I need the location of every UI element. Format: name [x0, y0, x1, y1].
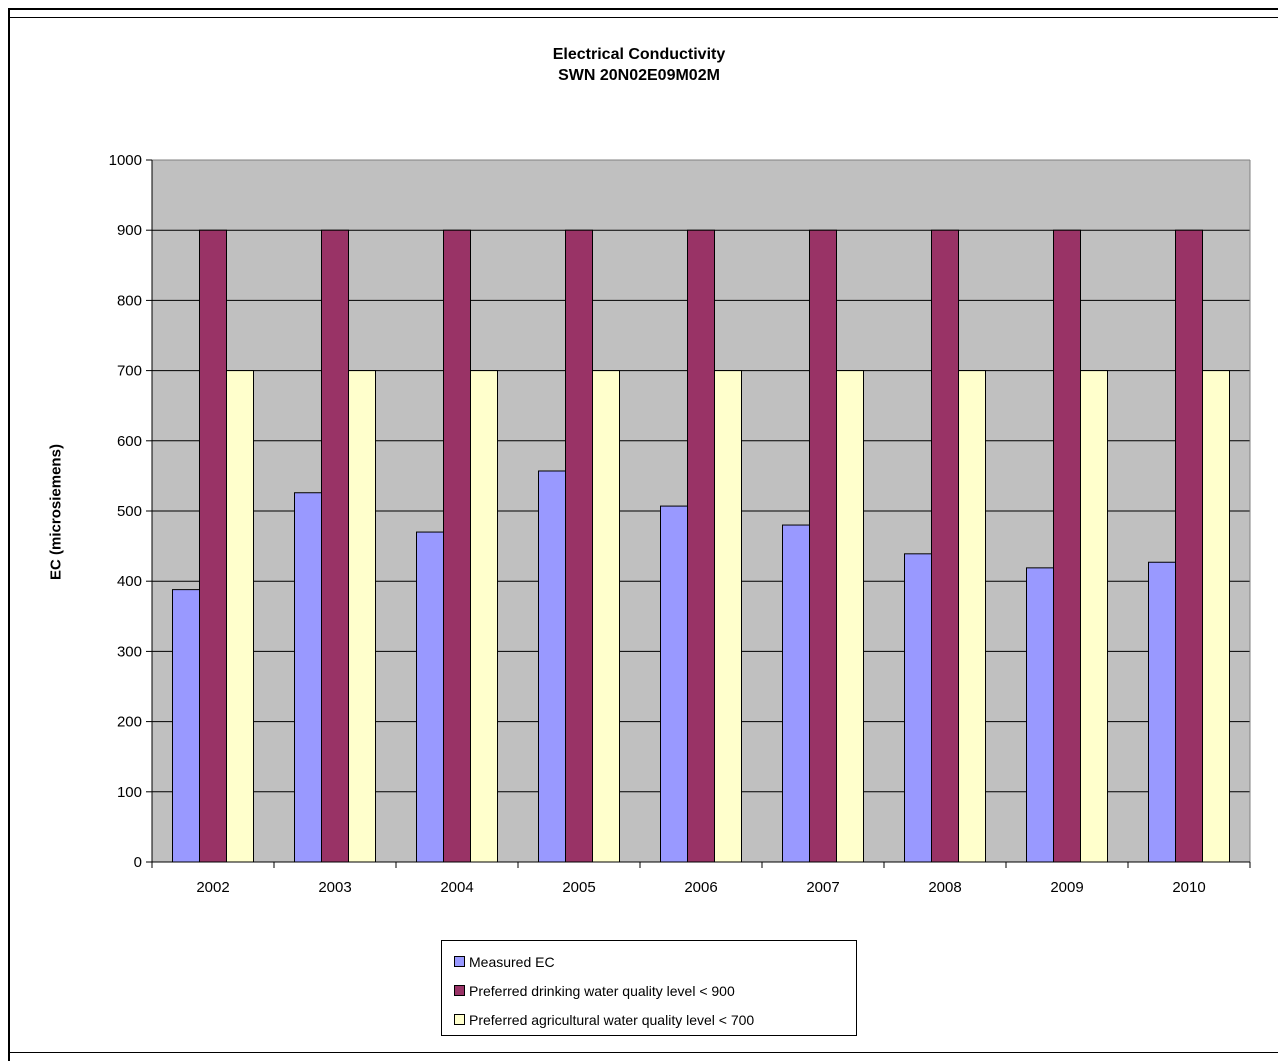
- bar-2003-series-1: [321, 229, 349, 863]
- y-axis-title: EC (microsiemens): [47, 444, 65, 580]
- x-tick-label-2005: 2005: [562, 879, 595, 896]
- x-tick-label-2002: 2002: [196, 879, 229, 896]
- bar-2009-series-1: [1053, 229, 1081, 863]
- legend-swatch-agricultural-level: [454, 1014, 465, 1025]
- bar-2009-series-0: [1026, 567, 1054, 863]
- bar-2004-series-2: [470, 370, 498, 863]
- legend-item-measured-ec: Measured EC: [442, 947, 856, 976]
- y-tick-label-0: 0: [134, 854, 142, 871]
- chart-subtitle: SWN 20N02E09M02M: [558, 67, 720, 84]
- y-tick-label-1000: 1000: [109, 152, 142, 169]
- bar-2002-series-1: [199, 229, 227, 863]
- y-tick-label-300: 300: [117, 643, 142, 660]
- bar-2002-series-0: [172, 589, 200, 863]
- bar-2005-series-2: [592, 370, 620, 863]
- legend-item-agricultural-level: Preferred agricultural water quality lev…: [442, 1005, 856, 1034]
- legend-label-agricultural-level: Preferred agricultural water quality lev…: [469, 1011, 755, 1028]
- bar-2007-series-2: [836, 370, 864, 863]
- x-tick-label-2009: 2009: [1050, 879, 1083, 896]
- bar-2003-series-2: [348, 370, 376, 863]
- bar-2008-series-0: [904, 553, 932, 863]
- x-tick-label-2008: 2008: [928, 879, 961, 896]
- chart-title: Electrical Conductivity: [552, 46, 726, 63]
- legend-item-drinking-level: Preferred drinking water quality level <…: [442, 976, 856, 1005]
- frame-inner-border: [10, 17, 1278, 18]
- bar-2008-series-2: [958, 370, 986, 863]
- frame-bottom-border: [10, 1052, 1278, 1053]
- bar-2005-series-1: [565, 229, 593, 863]
- x-tick-label-2010: 2010: [1172, 879, 1205, 896]
- bar-2010-series-0: [1148, 561, 1176, 863]
- y-tick-label-800: 800: [117, 292, 142, 309]
- x-tick-label-2006: 2006: [684, 879, 717, 896]
- y-tick-label-600: 600: [117, 433, 142, 450]
- y-tick-label-700: 700: [117, 363, 142, 380]
- y-tick-label-200: 200: [117, 714, 142, 731]
- y-tick-label-100: 100: [117, 784, 142, 801]
- y-tick-label-900: 900: [117, 222, 142, 239]
- legend-swatch-drinking-level: [454, 985, 465, 996]
- bar-2003-series-0: [294, 492, 322, 863]
- bar-2004-series-0: [416, 531, 444, 863]
- x-tick-label-2003: 2003: [318, 879, 351, 896]
- bar-2002-series-2: [226, 370, 254, 863]
- x-tick-label-2004: 2004: [440, 879, 473, 896]
- bar-2006-series-2: [714, 370, 742, 863]
- y-tick-label-500: 500: [117, 503, 142, 520]
- bar-2007-series-1: [809, 229, 837, 863]
- x-tick-label-2007: 2007: [806, 879, 839, 896]
- bar-2006-series-0: [660, 505, 688, 863]
- bar-2005-series-0: [538, 470, 566, 863]
- y-tick-label-400: 400: [117, 573, 142, 590]
- legend-label-measured-ec: Measured EC: [469, 953, 555, 970]
- legend: Measured EC Preferred drinking water qua…: [441, 940, 857, 1036]
- legend-swatch-measured-ec: [454, 956, 465, 967]
- bar-2008-series-1: [931, 229, 959, 863]
- bar-2010-series-2: [1202, 370, 1230, 863]
- bar-2004-series-1: [443, 229, 471, 863]
- bar-2007-series-0: [782, 524, 810, 863]
- bar-2010-series-1: [1175, 229, 1203, 863]
- legend-label-drinking-level: Preferred drinking water quality level <…: [469, 982, 735, 999]
- bar-2009-series-2: [1080, 370, 1108, 863]
- bar-2006-series-1: [687, 229, 715, 863]
